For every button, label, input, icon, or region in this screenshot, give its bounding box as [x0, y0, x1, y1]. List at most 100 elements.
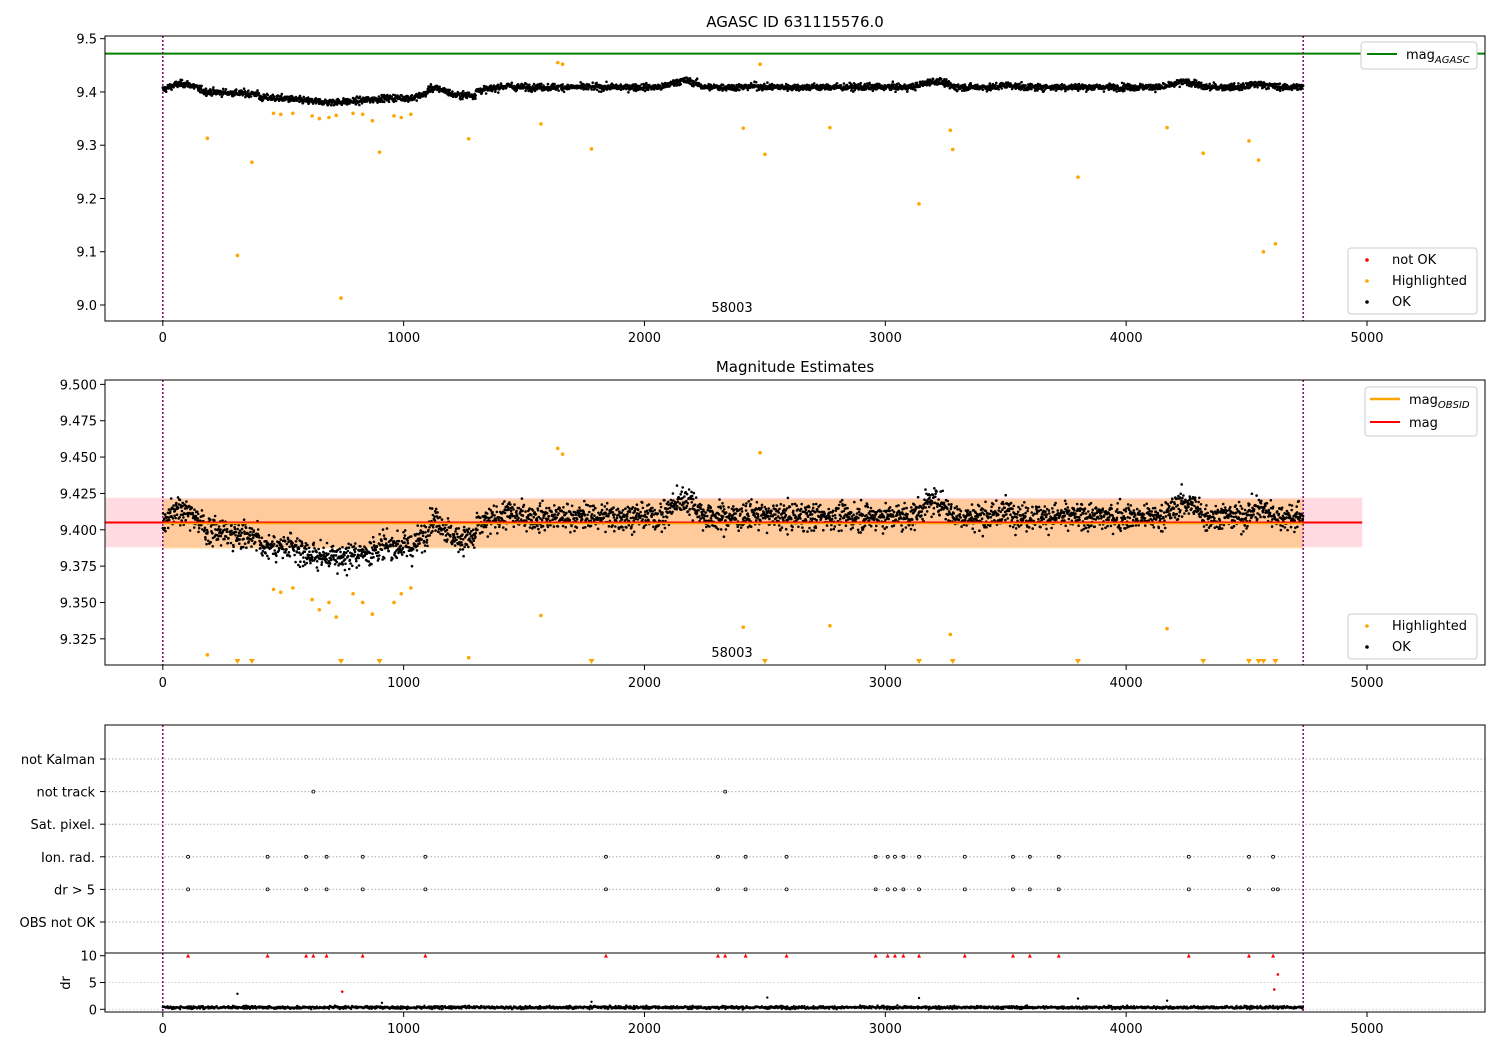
- ok-point: [327, 552, 330, 556]
- ok-point: [267, 533, 271, 537]
- ok-point: [225, 530, 229, 533]
- ok-point: [594, 506, 597, 510]
- ok-point: [497, 91, 500, 94]
- ok-point: [370, 546, 374, 549]
- ok-point: [538, 504, 542, 508]
- ok-point: [988, 82, 992, 85]
- ok-point: [303, 550, 307, 553]
- ok-point: [298, 94, 302, 98]
- ok-point: [575, 526, 579, 529]
- ok-point: [302, 95, 306, 99]
- x-tick-label: 3000: [869, 331, 902, 346]
- x-tick-label: 2000: [628, 331, 661, 346]
- ok-point: [738, 88, 741, 92]
- ok-point: [238, 529, 242, 533]
- ok-point: [1256, 86, 1259, 89]
- ok-point: [377, 557, 380, 560]
- ok-point: [621, 525, 624, 529]
- ok-point: [182, 516, 185, 519]
- ok-point: [231, 549, 235, 553]
- ok-point: [315, 566, 319, 569]
- ok-point: [415, 99, 419, 102]
- highlighted-point: [360, 112, 365, 117]
- ok-point: [403, 529, 407, 532]
- ok-point: [676, 505, 679, 508]
- ok-point: [339, 550, 342, 554]
- ok-point: [454, 530, 457, 533]
- ok-point: [545, 512, 549, 515]
- ok-point: [250, 527, 254, 530]
- ok-point: [493, 514, 496, 517]
- ok-point: [176, 85, 179, 89]
- ok-point: [423, 544, 427, 547]
- ok-point: [172, 86, 175, 89]
- ok-point: [420, 538, 424, 541]
- highlighted-point: [466, 137, 471, 141]
- ok-point: [390, 95, 394, 98]
- ok-point: [631, 506, 635, 509]
- ok-point: [372, 540, 376, 544]
- ok-point: [579, 81, 582, 84]
- y-tick-label: 9.2: [76, 192, 97, 207]
- ok-point: [467, 545, 470, 549]
- highlighted-point: [539, 122, 543, 126]
- ok-point: [325, 558, 329, 561]
- ok-point: [249, 530, 252, 534]
- ok-point: [602, 516, 606, 519]
- ok-point: [168, 510, 172, 514]
- ok-point: [670, 501, 674, 505]
- ok-point: [663, 499, 666, 502]
- ok-point: [660, 530, 664, 533]
- legend-label-not-ok: not OK: [1392, 253, 1437, 268]
- ok-point: [541, 510, 545, 514]
- highlighted-point: [1273, 241, 1278, 246]
- ok-point: [389, 544, 393, 548]
- ok-point: [406, 539, 409, 542]
- ok-point: [257, 92, 261, 96]
- ok-point: [596, 527, 600, 531]
- ok-point: [277, 546, 281, 550]
- ok-point: [411, 554, 414, 558]
- ok-point: [233, 527, 237, 531]
- ok-point: [647, 503, 651, 506]
- ok-point: [604, 84, 607, 88]
- highlighted-point: [1261, 249, 1266, 254]
- ok-point: [462, 554, 465, 558]
- ok-point: [312, 541, 316, 545]
- ok-point: [233, 93, 236, 96]
- ok-point: [455, 532, 459, 536]
- panel-agasc-magnitude: AGASC ID 631115576.0 58003 9.09.19.29.39…: [76, 13, 1486, 346]
- ok-point: [205, 542, 208, 546]
- ok-point: [650, 515, 653, 519]
- ok-point: [209, 540, 212, 544]
- ok-point: [207, 539, 210, 543]
- ok-point: [319, 538, 322, 542]
- ok-point: [391, 557, 394, 560]
- ok-point: [211, 532, 214, 535]
- ok-point: [266, 93, 270, 97]
- ok-point: [234, 90, 238, 94]
- ok-point: [659, 505, 663, 509]
- ok-point: [462, 525, 466, 529]
- ok-point: [434, 507, 438, 511]
- ok-point: [636, 518, 640, 521]
- ok-point: [443, 526, 447, 529]
- ok-point: [688, 77, 692, 80]
- ok-point: [524, 510, 527, 513]
- ok-point: [492, 504, 496, 508]
- ok-point: [587, 87, 590, 91]
- ok-point: [200, 509, 204, 512]
- ok-point: [169, 497, 173, 500]
- y-tick-label: 9.0: [76, 299, 97, 314]
- ok-point: [672, 79, 675, 82]
- ok-point: [191, 512, 195, 515]
- ok-point: [633, 509, 637, 512]
- ok-point: [445, 528, 449, 532]
- ok-point: [336, 572, 339, 575]
- ok-point: [472, 539, 476, 542]
- ok-point: [561, 517, 564, 520]
- y-tick-label: 9.5: [76, 33, 97, 48]
- ok-point: [415, 549, 419, 552]
- ok-point: [495, 510, 499, 514]
- ok-point: [412, 547, 415, 551]
